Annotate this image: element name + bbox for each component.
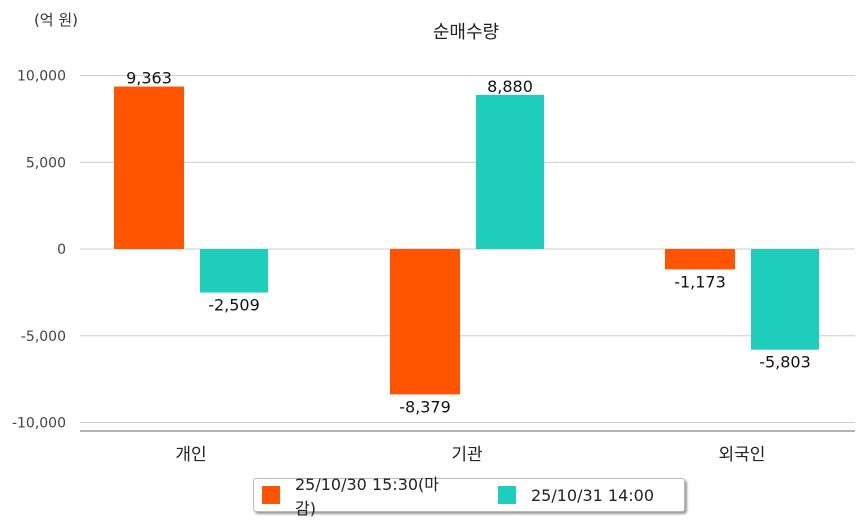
y-tick-label: 0 (57, 242, 66, 258)
data-label: 8,880 (487, 77, 533, 96)
bar-oct31[interactable] (751, 249, 819, 350)
bar-oct30[interactable] (114, 86, 184, 250)
legend-label: 25/10/31 14:00 (530, 485, 655, 505)
data-label: -2,509 (208, 296, 260, 315)
x-tick-label: 외국인 (719, 445, 766, 465)
x-tick-label: 개인 (175, 445, 206, 465)
legend-item-series-2[interactable]: 25/10/31 14:00 (497, 485, 655, 505)
bar-oct31[interactable] (200, 249, 268, 293)
y-axis-unit: (억 원) (34, 11, 78, 29)
y-tick-label: 5,000 (26, 155, 66, 171)
legend-item-series-1[interactable]: 25/10/30 15:30(마감) (262, 471, 460, 519)
legend-label: 25/10/30 15:30(마감) (295, 475, 440, 518)
data-label: -1,173 (674, 272, 726, 291)
data-label: -8,379 (399, 397, 451, 416)
bar-oct30[interactable] (665, 249, 735, 270)
x-tick-label: 기관 (451, 445, 482, 465)
data-label: 9,363 (126, 69, 172, 88)
y-tick-label: -5,000 (21, 329, 66, 345)
y-tick-label: -10,000 (12, 416, 66, 432)
data-label: -5,803 (759, 353, 811, 372)
legend: 25/10/30 15:30(마감) 25/10/31 14:00 (253, 475, 685, 518)
bar-oct31[interactable] (476, 94, 544, 249)
chart-title: 순매수량 (433, 22, 499, 43)
legend-swatch-teal (497, 486, 516, 504)
bar-oct30[interactable] (390, 249, 460, 395)
y-tick-label: 10,000 (17, 69, 66, 85)
legend-swatch-orange (262, 486, 280, 504)
